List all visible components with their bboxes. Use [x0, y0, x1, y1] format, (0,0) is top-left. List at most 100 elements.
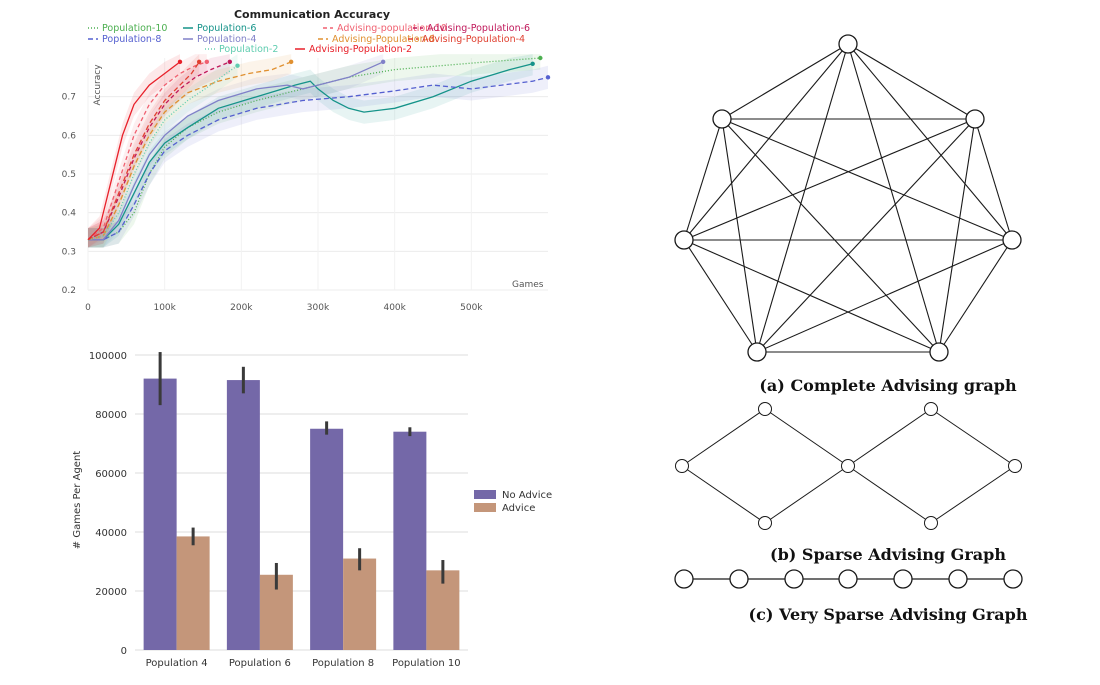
graph-edge [974, 118, 1013, 241]
y-tick-label: 0.7 [62, 93, 76, 103]
bar [310, 428, 344, 650]
graph-edge [756, 239, 1013, 353]
graph-edge [847, 43, 1013, 241]
advising-graphs: (a) Complete Advising graph (b) Sparse A… [674, 34, 1028, 624]
bar [393, 431, 427, 650]
games-per-agent-chart: 0 20000 40000 60000 80000 100000 Population 4 P… [72, 351, 552, 669]
x-tick-label: Population 6 [229, 658, 291, 669]
graph-edge [681, 408, 766, 467]
graph-node [965, 109, 985, 129]
graph-node [838, 569, 858, 589]
graph-edge [847, 43, 940, 353]
series-end-point [545, 75, 551, 80]
y-tick-label: 20000 [95, 587, 127, 598]
series-end-point [177, 59, 183, 65]
y-tick-label: 0.2 [62, 286, 76, 296]
graph-node [712, 109, 732, 129]
graph-edge [847, 465, 932, 524]
x-tick-label: 400k [383, 303, 406, 313]
bar [176, 536, 210, 650]
x-tick-label: 300k [307, 303, 330, 313]
graph-node [929, 342, 949, 362]
y-tick-label: 40000 [95, 528, 127, 539]
complete-advising-graph [674, 34, 1022, 362]
series-end-point [227, 59, 233, 65]
graph-node [924, 402, 938, 416]
graph-edge [930, 408, 1016, 467]
legend-label: Advice [502, 503, 535, 514]
graph-node [893, 569, 913, 589]
graph-edge [683, 239, 940, 353]
legend-swatch [474, 503, 496, 512]
series-line [88, 76, 549, 241]
communication-accuracy-chart: Communication Accuracy 0.20.30.40.50.60.… [62, 8, 551, 313]
series-line [87, 61, 200, 241]
graph-edge [938, 239, 1013, 353]
legend-label: Advising-Population-6 [427, 23, 530, 34]
bar [226, 380, 260, 650]
x-tick-label: 500k [460, 303, 483, 313]
graph-edge [938, 118, 976, 353]
sparse-graph-caption: (b) Sparse Advising Graph [770, 545, 1006, 564]
series-line [88, 61, 384, 241]
graph-node [1008, 459, 1022, 473]
line-chart-title: Communication Accuracy [234, 8, 390, 21]
graph-edge [756, 43, 849, 353]
graph-node [948, 569, 968, 589]
series-band [88, 65, 548, 248]
graph-edge [683, 239, 758, 353]
y-tick-label: 0.3 [62, 247, 76, 257]
series-line [87, 61, 181, 241]
graph-node [729, 569, 749, 589]
series-end-point [288, 59, 294, 65]
graph-edge [683, 118, 976, 241]
legend-label: Population-4 [197, 34, 256, 45]
sparse-advising-graph [675, 402, 1022, 530]
bar-chart-ticks: 0 20000 40000 60000 80000 100000 Population 4 P… [89, 351, 461, 669]
bar-chart-legend: No Advice Advice [474, 490, 552, 514]
very-sparse-graph-caption: (c) Very Sparse Advising Graph [749, 605, 1028, 624]
series-end-point [235, 63, 240, 68]
legend-label: Population-2 [219, 44, 278, 55]
x-tick-label: 100k [153, 303, 176, 313]
graph-node [675, 459, 689, 473]
graph-node [758, 516, 772, 530]
legend-label: Advising-Population-4 [422, 34, 525, 45]
series-line [88, 63, 533, 241]
y-tick-label: 0.5 [62, 170, 76, 180]
graph-node [674, 230, 694, 250]
series-band [88, 54, 533, 248]
y-tick-label: 100000 [89, 351, 127, 362]
y-tick-label: 0 [121, 646, 127, 657]
series-end-point [204, 59, 210, 65]
bar-chart-bars [143, 352, 460, 650]
graph-node [841, 459, 855, 473]
legend-label: Advising-Population-2 [309, 44, 412, 55]
series-band [88, 54, 180, 248]
graph-edge [847, 408, 932, 467]
line-chart-ticks: 0.2 0.3 0.4 0.5 0.6 0.7 0 100k 200k 300k 400k 500k [62, 93, 484, 313]
y-tick-label: 0.6 [62, 131, 77, 141]
series-line [87, 61, 231, 241]
series-line [87, 61, 292, 241]
legend-label: Advising-Population-8 [332, 34, 435, 45]
line-chart-legend: Population-10 Population-6 Advising-popula… [88, 23, 530, 55]
graph-node [1003, 569, 1023, 589]
series-band [88, 54, 541, 248]
graph-edge [721, 118, 940, 353]
x-tick-label: 0 [85, 303, 91, 313]
graph-node [674, 569, 694, 589]
graph-edge [764, 465, 849, 524]
line-chart-x-label: Games [512, 280, 544, 290]
series-end-point [530, 61, 535, 66]
series-band [88, 54, 230, 248]
graph-node [747, 342, 767, 362]
line-chart-series [87, 54, 551, 248]
x-tick-label: Population 8 [312, 658, 374, 669]
y-tick-label: 80000 [95, 410, 127, 421]
series-band [88, 54, 238, 248]
graph-edge [683, 118, 723, 241]
bar [143, 378, 177, 650]
legend-label: Advising-population-10 [337, 23, 447, 34]
x-tick-label: Population 10 [392, 658, 460, 669]
